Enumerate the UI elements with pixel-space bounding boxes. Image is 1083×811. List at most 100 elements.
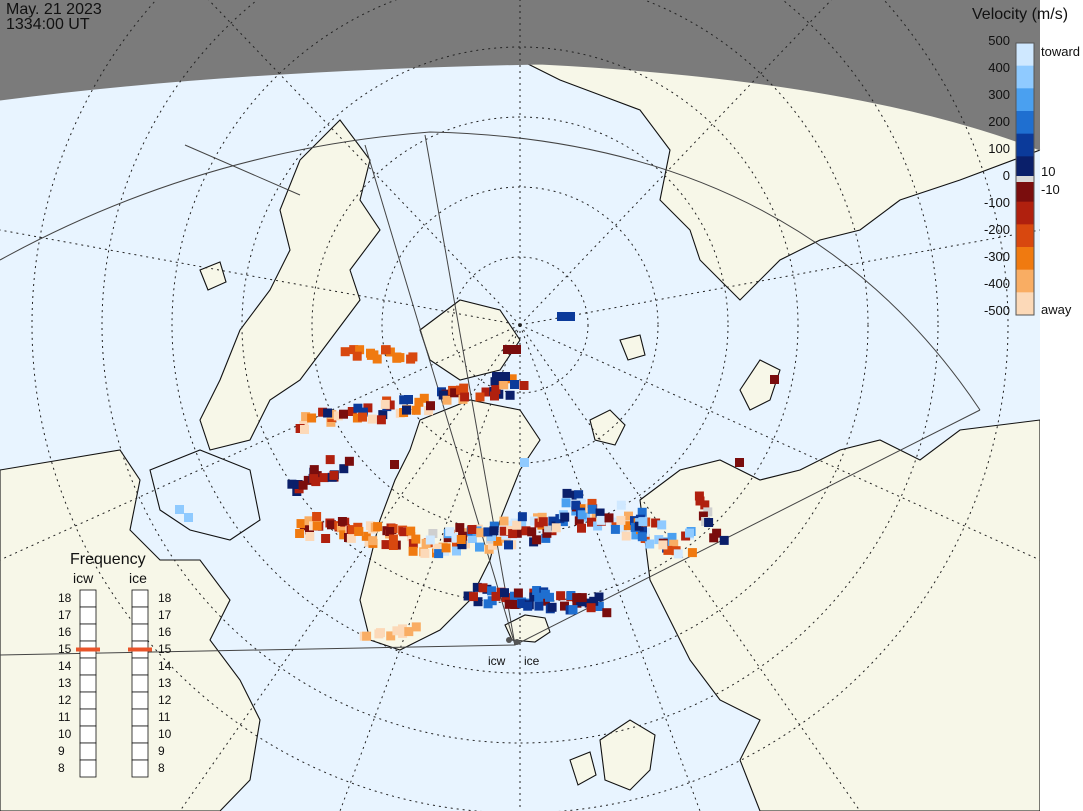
echo-cell bbox=[594, 592, 604, 602]
frequency-cell bbox=[79, 691, 97, 710]
frequency-tick-icw: 17 bbox=[58, 608, 72, 622]
echo-cell bbox=[532, 535, 542, 545]
echo-cell bbox=[459, 383, 469, 393]
echo-cell bbox=[355, 345, 365, 355]
echo-cell bbox=[645, 539, 655, 549]
velocity-tick-label: 500 bbox=[988, 33, 1010, 48]
echo-cell bbox=[420, 548, 430, 558]
velocity-tick-label: -200 bbox=[983, 222, 1010, 237]
frequency-tick-ice: 12 bbox=[158, 693, 172, 707]
echo-cell bbox=[426, 401, 435, 411]
echo-cell bbox=[663, 545, 673, 555]
echo-cell bbox=[504, 540, 513, 550]
frequency-title: Frequency bbox=[70, 551, 146, 568]
echo-cell bbox=[576, 498, 586, 508]
echo-cell bbox=[669, 539, 679, 549]
echo-cell bbox=[542, 528, 552, 538]
echo-cell bbox=[312, 521, 322, 531]
echo-cell bbox=[481, 387, 491, 397]
echo-cell bbox=[490, 377, 500, 387]
echo-cell bbox=[520, 458, 529, 467]
echo-cell bbox=[469, 592, 478, 602]
frequency-tick-icw: 8 bbox=[58, 761, 65, 775]
frequency-cell bbox=[79, 674, 97, 693]
echo-cell bbox=[395, 353, 405, 363]
frequency-cell bbox=[131, 657, 149, 676]
echo-cell bbox=[352, 351, 362, 361]
echo-cell bbox=[319, 473, 329, 483]
echo-cell bbox=[488, 540, 497, 550]
frequency-cell bbox=[79, 623, 97, 642]
echo-cell bbox=[534, 601, 544, 611]
frequency-station-ice: ice bbox=[129, 570, 147, 586]
velocity-tick-label: -100 bbox=[983, 195, 1010, 210]
echo-cell bbox=[685, 528, 694, 538]
echo-cell bbox=[556, 591, 566, 601]
echo-cell bbox=[323, 408, 333, 418]
echo-cell bbox=[340, 347, 350, 357]
velocity-title: Velocity (m/s) bbox=[972, 6, 1069, 23]
frequency-tick-icw: 13 bbox=[58, 676, 72, 690]
margin-area bbox=[1040, 0, 1083, 811]
echo-cell bbox=[346, 533, 356, 543]
echo-cell bbox=[735, 458, 744, 467]
echo-cell bbox=[512, 345, 521, 354]
echo-cell bbox=[378, 410, 388, 420]
echo-cell bbox=[372, 354, 382, 364]
velocity-tick-label: -300 bbox=[983, 249, 1010, 264]
echo-cell bbox=[365, 521, 375, 531]
colorbar-swatch bbox=[1016, 65, 1034, 89]
echo-cell bbox=[695, 496, 705, 506]
frequency-cell bbox=[79, 759, 97, 778]
echo-cell bbox=[367, 414, 377, 424]
frequency-tick-ice: 16 bbox=[158, 625, 172, 639]
station-ice-label: ice bbox=[524, 654, 540, 668]
colorbar-swatch bbox=[1016, 43, 1034, 67]
echo-cell bbox=[617, 523, 627, 533]
velocity-tick-label: -400 bbox=[983, 276, 1010, 291]
colorbar-swatch bbox=[1016, 156, 1034, 180]
echo-cell bbox=[616, 515, 626, 525]
echo-cell bbox=[704, 518, 714, 527]
frequency-cell bbox=[131, 589, 149, 608]
frequency-cell bbox=[131, 759, 149, 778]
echo-cell bbox=[634, 521, 644, 531]
echo-cell bbox=[354, 526, 364, 536]
echo-cell bbox=[501, 593, 511, 603]
frequency-tick-icw: 16 bbox=[58, 625, 72, 639]
echo-cell bbox=[560, 601, 569, 611]
echo-cell bbox=[694, 491, 704, 501]
echo-cell bbox=[534, 592, 544, 602]
echo-cell bbox=[609, 517, 619, 527]
echo-cell bbox=[366, 350, 376, 360]
echo-cell bbox=[318, 407, 328, 417]
echo-cell bbox=[566, 312, 575, 321]
echo-cell bbox=[473, 597, 483, 607]
echo-cell bbox=[637, 507, 647, 517]
velocity-neg-small-label: -10 bbox=[1041, 182, 1060, 197]
station-ice-marker bbox=[514, 639, 520, 645]
echo-cell bbox=[333, 411, 343, 421]
echo-cell bbox=[390, 460, 399, 469]
echo-cell bbox=[385, 527, 395, 536]
frequency-cell bbox=[79, 657, 97, 676]
colorbar-frame bbox=[1015, 42, 1035, 316]
frequency-cell bbox=[131, 623, 149, 642]
echo-cell bbox=[385, 400, 395, 410]
echo-cell bbox=[577, 593, 587, 603]
echo-cell bbox=[621, 531, 631, 541]
echo-cell bbox=[298, 480, 308, 490]
echo-cell bbox=[381, 540, 391, 550]
echo-cell bbox=[455, 523, 465, 533]
frequency-tick-ice: 13 bbox=[158, 676, 172, 690]
echo-cell bbox=[368, 536, 378, 546]
echo-cell bbox=[623, 521, 633, 531]
echo-cell bbox=[507, 374, 517, 384]
echo-cell bbox=[687, 548, 697, 558]
echo-cell bbox=[460, 392, 470, 402]
frequency-cell bbox=[79, 708, 97, 727]
echo-cell bbox=[307, 413, 317, 423]
echo-cell bbox=[399, 527, 409, 537]
echo-cell bbox=[574, 516, 584, 526]
